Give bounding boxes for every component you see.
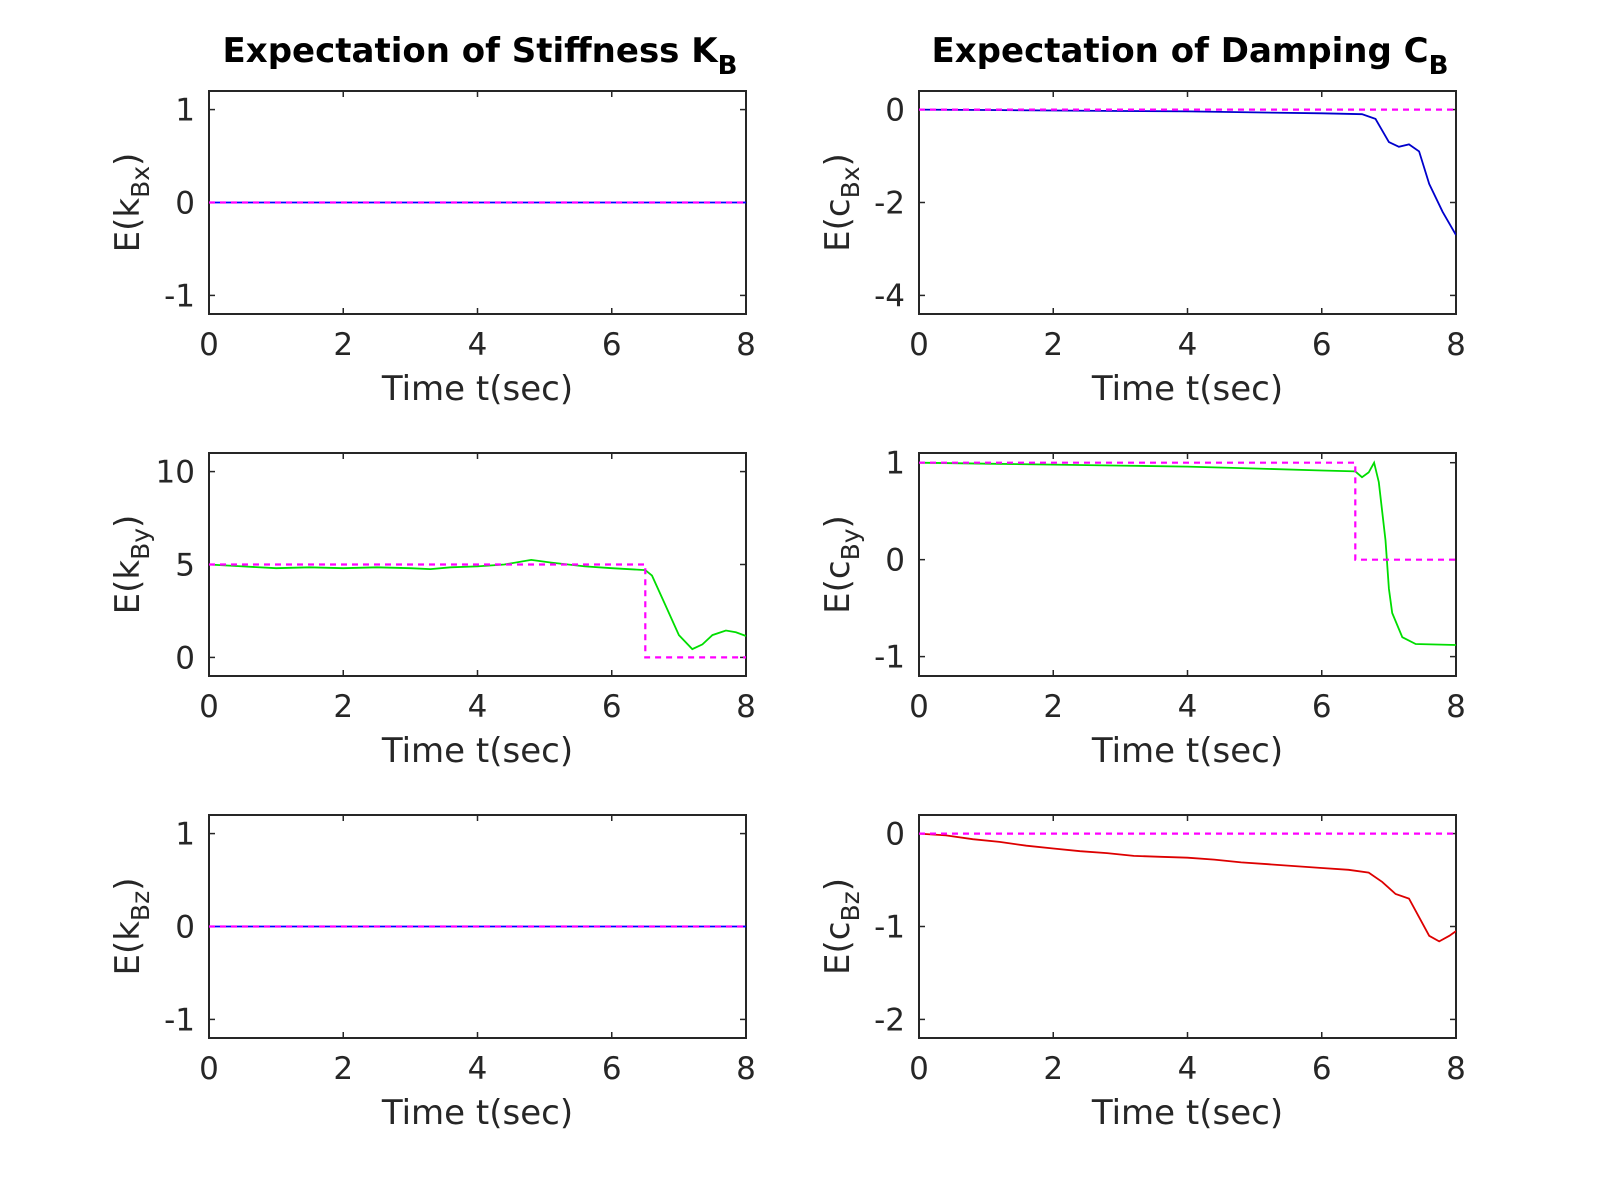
title-damping: Expectation of Damping CB bbox=[932, 31, 1449, 81]
estimate-line bbox=[209, 558, 746, 651]
x-tick-label: 6 bbox=[602, 1051, 622, 1087]
x-tick-label: 0 bbox=[909, 689, 929, 725]
x-tick-label: 8 bbox=[1446, 327, 1466, 363]
x-tick-label: 2 bbox=[333, 1051, 353, 1087]
y-axis-label: E(kBz) bbox=[108, 878, 155, 976]
y-tick-label: -1 bbox=[164, 278, 195, 314]
x-axis-label: Time t(sec) bbox=[381, 731, 573, 771]
y-tick-label: -2 bbox=[874, 186, 905, 222]
x-tick-label: 8 bbox=[1446, 1051, 1466, 1087]
x-tick-label: 2 bbox=[333, 689, 353, 725]
subplot-cbx: 0 2 4 6 8 -4 -2 0 Time t(sec) E(cBx) bbox=[818, 90, 1466, 409]
y-tick-label: -4 bbox=[874, 278, 905, 314]
y-axis-label: E(cBz) bbox=[818, 878, 865, 975]
axes-box bbox=[918, 452, 1457, 677]
x-tick-label: 4 bbox=[468, 1051, 488, 1087]
y-tick-label: 0 bbox=[885, 543, 905, 579]
y-tick-label: 1 bbox=[175, 817, 195, 853]
x-tick-label: 4 bbox=[468, 689, 488, 725]
x-axis-label: Time t(sec) bbox=[1091, 369, 1283, 409]
y-tick-label: -1 bbox=[164, 1002, 195, 1038]
x-tick-label: 0 bbox=[909, 327, 929, 363]
title-stiffness: Expectation of Stiffness KB bbox=[223, 31, 738, 81]
y-tick-label: 0 bbox=[885, 817, 905, 853]
x-axis-label: Time t(sec) bbox=[1091, 731, 1283, 771]
x-tick-label: 2 bbox=[333, 327, 353, 363]
x-tick-label: 0 bbox=[199, 327, 219, 363]
x-tick-label: 6 bbox=[1312, 327, 1332, 363]
y-tick-label: 0 bbox=[175, 640, 195, 676]
y-axis-label: E(cBy) bbox=[818, 515, 865, 614]
y-axis-label: E(kBx) bbox=[108, 153, 155, 253]
y-tick-label: 1 bbox=[885, 446, 905, 482]
x-tick-label: 8 bbox=[736, 327, 756, 363]
x-tick-label: 2 bbox=[1043, 689, 1063, 725]
x-tick-label: 4 bbox=[1178, 327, 1198, 363]
y-tick-label: 0 bbox=[175, 186, 195, 222]
x-tick-label: 6 bbox=[1312, 689, 1332, 725]
y-axis-label: E(kBy) bbox=[108, 515, 155, 615]
x-tick-label: 8 bbox=[736, 1051, 756, 1087]
x-tick-label: 0 bbox=[199, 689, 219, 725]
x-axis-label: Time t(sec) bbox=[381, 1093, 573, 1133]
reference-line bbox=[919, 461, 1456, 561]
x-axis-label: Time t(sec) bbox=[1091, 1093, 1283, 1133]
y-tick-label: 1 bbox=[175, 93, 195, 129]
subplot-kby: 0 2 4 6 8 0 5 10 Time t(sec) E(kBy) bbox=[108, 452, 756, 771]
x-tick-label: 2 bbox=[1043, 327, 1063, 363]
x-tick-label: 2 bbox=[1043, 1051, 1063, 1087]
x-tick-label: 6 bbox=[602, 327, 622, 363]
x-tick-label: 8 bbox=[1446, 689, 1466, 725]
y-tick-label: 5 bbox=[175, 548, 195, 584]
estimate-line bbox=[919, 460, 1456, 646]
y-tick-label: -1 bbox=[874, 640, 905, 676]
x-tick-label: 6 bbox=[1312, 1051, 1332, 1087]
y-tick-label: -2 bbox=[874, 1002, 905, 1038]
y-tick-label: 0 bbox=[175, 910, 195, 946]
subplot-cbz: 0 2 4 6 8 -2 -1 0 Time t(sec) E(cBz) bbox=[818, 814, 1466, 1133]
axes-box bbox=[918, 90, 1457, 315]
y-axis-label: E(cBx) bbox=[818, 153, 865, 252]
x-tick-label: 4 bbox=[1178, 689, 1198, 725]
x-axis-label: Time t(sec) bbox=[381, 369, 573, 409]
x-tick-label: 0 bbox=[199, 1051, 219, 1087]
x-tick-label: 8 bbox=[736, 689, 756, 725]
y-tick-label: 10 bbox=[156, 455, 195, 491]
estimate-line bbox=[919, 108, 1456, 236]
x-tick-label: 4 bbox=[1178, 1051, 1198, 1087]
y-tick-label: -1 bbox=[874, 910, 905, 946]
y-tick-label: 0 bbox=[885, 93, 905, 129]
x-tick-label: 6 bbox=[602, 689, 622, 725]
x-tick-label: 0 bbox=[909, 1051, 929, 1087]
axes-box bbox=[918, 814, 1457, 1039]
x-tick-label: 4 bbox=[468, 327, 488, 363]
estimate-line bbox=[919, 832, 1456, 943]
